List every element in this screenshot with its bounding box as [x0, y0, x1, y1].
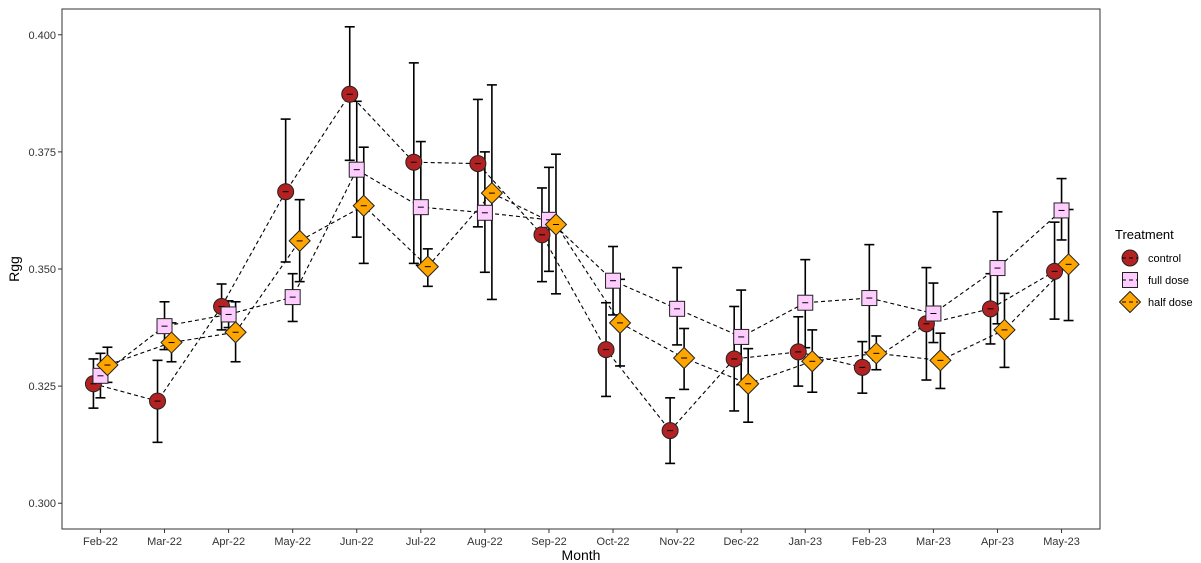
half-dose-line [107, 192, 1069, 385]
legend: Treatment control full dose half dose [1115, 227, 1193, 314]
chart-marks [84, 26, 1080, 465]
x-tick-label: Apr-22 [212, 536, 245, 548]
x-tick-label: Apr-23 [981, 536, 1014, 548]
x-tick-label: Jan-23 [788, 536, 822, 548]
y-tick-label: 0.375 [28, 147, 56, 159]
x-tick-label: Dec-22 [723, 536, 758, 548]
x-tick-label: Jul-22 [406, 536, 436, 548]
x-tick-label: Mar-22 [147, 536, 182, 548]
legend-label-half-dose: half dose [1148, 297, 1193, 309]
x-tick-label: Nov-22 [659, 536, 694, 548]
chart-axes: 0.300 0.325 0.350 0.375 0.400 Feb-22 Mar-22 Apr… [28, 30, 1079, 548]
control-line [93, 93, 1055, 432]
legend-label-full-dose: full dose [1148, 275, 1189, 287]
series-lines [93, 93, 1069, 432]
x-tick-label: May-22 [274, 536, 311, 548]
legend-title: Treatment [1115, 227, 1174, 242]
full-dose-line [100, 168, 1062, 377]
x-tick-label: Mar-23 [916, 536, 951, 548]
legend-label-control: control [1148, 253, 1181, 265]
x-axis-title: Month [562, 547, 601, 563]
y-tick-label: 0.325 [28, 381, 56, 393]
y-axis-title: Rgg [6, 256, 22, 282]
x-tick-label: May-23 [1043, 536, 1080, 548]
x-tick-label: Sep-22 [531, 536, 566, 548]
x-tick-label: Feb-23 [852, 536, 887, 548]
data-points [84, 85, 1080, 440]
y-tick-label: 0.400 [28, 30, 56, 42]
x-tick-label: Jun-22 [340, 536, 374, 548]
y-tick-label: 0.350 [28, 264, 56, 276]
x-tick-label: Oct-22 [597, 536, 630, 548]
y-tick-label: 0.300 [28, 498, 56, 510]
x-tick-label: Aug-22 [467, 536, 502, 548]
x-tick-label: Feb-22 [83, 536, 118, 548]
